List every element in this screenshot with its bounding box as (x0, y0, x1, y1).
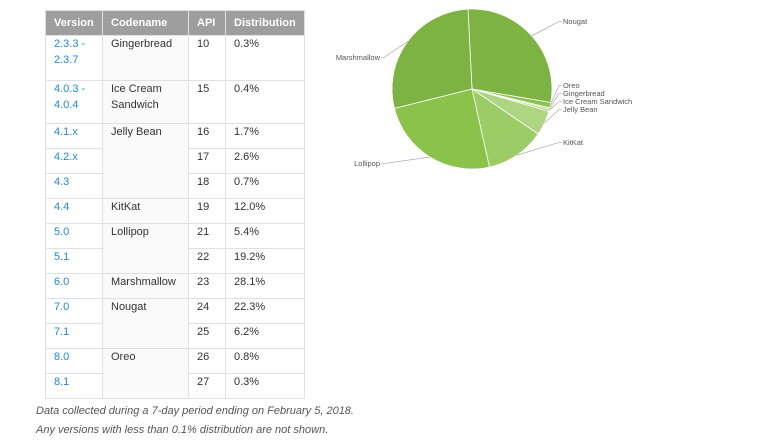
distribution-cell: 22.3% (225, 298, 305, 324)
codename-cell: Nougat (102, 298, 189, 349)
header-distribution: Distribution (225, 10, 305, 36)
version-link[interactable]: 7.0 (45, 298, 103, 324)
api-cell: 19 (188, 198, 226, 224)
table-row: 4.4 KitKat 19 12.0% (45, 198, 305, 224)
codename-cell: Lollipop (102, 223, 189, 274)
version-link[interactable]: 4.2.x (45, 148, 103, 174)
distribution-cell: 28.1% (225, 273, 305, 299)
api-cell: 10 (188, 35, 226, 81)
distribution-cell: 0.7% (225, 173, 305, 199)
version-link[interactable]: 7.1 (45, 323, 103, 349)
api-cell: 21 (188, 223, 226, 249)
api-cell: 17 (188, 148, 226, 174)
pie-leader-line (548, 101, 562, 111)
distribution-cell: 0.3% (225, 35, 305, 81)
codename-cell: Gingerbread (102, 35, 189, 81)
codename-cell: Ice Cream Sandwich (102, 80, 189, 124)
distribution-cell: 1.7% (225, 123, 305, 149)
version-link[interactable]: 5.1 (45, 248, 103, 274)
pie-slice-nougat (467, 8, 553, 103)
table-row: 8.1 27 0.3% (45, 373, 305, 399)
api-cell: 26 (188, 348, 226, 374)
version-link[interactable]: 6.0 (45, 273, 103, 299)
distribution-cell: 19.2% (225, 248, 305, 274)
header-codename: Codename (102, 10, 189, 36)
table-row: 5.1 22 19.2% (45, 248, 305, 274)
pie-leader-line (516, 142, 562, 156)
api-cell: 24 (188, 298, 226, 324)
pie-slice-marshmallow (391, 8, 473, 109)
api-cell: 25 (188, 323, 226, 349)
codename-cell: Jelly Bean (102, 123, 189, 199)
distribution-cell: 0.4% (225, 80, 305, 124)
table-row: 8.0 Oreo 26 0.8% (45, 348, 305, 399)
distribution-cell: 12.0% (225, 198, 305, 224)
table-row: 2.3.3 - 2.3.7 Gingerbread 10 0.3% (45, 35, 305, 81)
footnote-threshold: Any versions with less than 0.1% distrib… (36, 424, 329, 436)
version-link[interactable]: 4.1.x (45, 123, 103, 149)
pie-label: KitKat (563, 138, 584, 147)
distribution-table: Version Codename API Distribution 2.3.3 … (45, 10, 305, 399)
version-link[interactable]: 4.3 (45, 173, 103, 199)
distribution-cell: 0.8% (225, 348, 305, 374)
codename-cell: Marshmallow (102, 273, 189, 299)
pie-label: Lollipop (354, 159, 380, 168)
pie-label: Gingerbread (563, 89, 605, 98)
api-cell: 18 (188, 173, 226, 199)
pie-label: Oreo (563, 81, 580, 90)
codename-cell: KitKat (102, 198, 189, 224)
pie-label: Marshmallow (336, 53, 381, 62)
pie-leader-line (544, 109, 562, 124)
pie-leader-line (550, 85, 562, 106)
api-cell: 16 (188, 123, 226, 149)
table-row: 5.0 Lollipop 21 5.4% (45, 223, 305, 274)
codename-cell: Oreo (102, 348, 189, 399)
version-link[interactable]: 8.1 (45, 373, 103, 399)
pie-slice-lollipop (393, 88, 490, 170)
api-cell: 27 (188, 373, 226, 399)
table-row: 4.1.x Jelly Bean 16 1.7% (45, 123, 305, 199)
api-cell: 15 (188, 80, 226, 124)
table-row: 7.0 Nougat 24 22.3% (45, 298, 305, 349)
distribution-cell: 2.6% (225, 148, 305, 174)
pie-leader-line (531, 21, 562, 37)
version-link[interactable]: 2.3.3 - 2.3.7 (45, 35, 103, 81)
footnote-collection-period: Data collected during a 7-day period end… (36, 405, 354, 417)
pie-leader-line (381, 41, 408, 58)
version-link[interactable]: 8.0 (45, 348, 103, 374)
header-version: Version (45, 10, 103, 36)
pie-leader-line (549, 93, 562, 109)
version-link[interactable]: 5.0 (45, 223, 103, 249)
table-row: 6.0 Marshmallow 23 28.1% (45, 273, 305, 299)
pie-slice-kitkat (471, 88, 539, 168)
version-link[interactable]: 4.4 (45, 198, 103, 224)
table-row: 7.1 25 6.2% (45, 323, 305, 349)
pie-label: Nougat (563, 17, 588, 26)
table-row: 4.2.x 17 2.6% (45, 148, 305, 174)
table-row: 4.3 18 0.7% (45, 173, 305, 199)
distribution-cell: 6.2% (225, 323, 305, 349)
header-api: API (188, 10, 226, 36)
distribution-cell: 5.4% (225, 223, 305, 249)
distribution-cell: 0.3% (225, 373, 305, 399)
table-row: 4.0.3 - 4.0.4 Ice Cream Sandwich 15 0.4% (45, 80, 305, 124)
table-header-row: Version Codename API Distribution (45, 10, 305, 36)
api-cell: 22 (188, 248, 226, 274)
pie-label: Ice Cream Sandwich (563, 97, 632, 106)
version-link[interactable]: 4.0.3 - 4.0.4 (45, 80, 103, 124)
api-cell: 23 (188, 273, 226, 299)
pie-leader-line (381, 156, 431, 164)
pie-label: Jelly Bean (563, 105, 598, 114)
distribution-pie-chart: Nougat Oreo Gingerbread Ice Cream Sandwich J… (320, 0, 650, 200)
